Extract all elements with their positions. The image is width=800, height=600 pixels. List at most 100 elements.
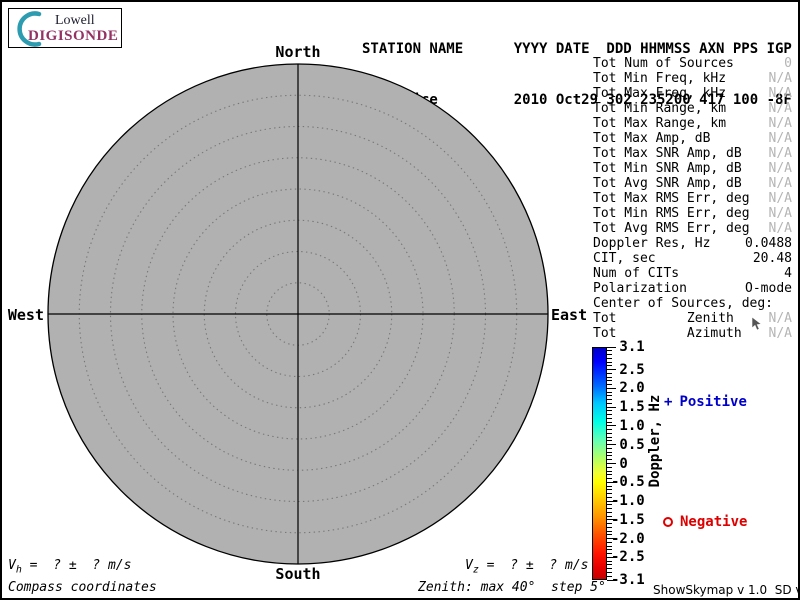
stat-row: Tot Min Freq, kHz N/A [593, 71, 792, 86]
colorbar-minor-tick [607, 451, 612, 453]
header-labels-row: STATION NAME YYYY DATE DDD HHMMSS AXN PP… [362, 41, 792, 57]
colorbar-minor-tick [607, 564, 612, 566]
stat-label: Tot Max Freq, kHz [593, 86, 727, 101]
stat-value: N/A [768, 176, 792, 191]
stat-label: Num of CITs [593, 266, 680, 281]
stat-row: Polarization O-mode [593, 281, 792, 296]
compass-label-east: East [551, 306, 588, 324]
colorbar-minor-tick [607, 436, 612, 438]
zenith-scale-note: Zenith: max 40° step 5° [418, 580, 606, 595]
colorbar-minor-tick [607, 549, 612, 551]
colorbar-minor-tick [607, 571, 612, 573]
skymap-polar-plot [47, 63, 549, 565]
colorbar-tick-label: 2.5 [611, 361, 645, 378]
stat-row: Tot Min SNR Amp, dB N/A [593, 161, 792, 176]
stat-label: Tot Avg RMS Err, deg [593, 221, 750, 236]
logo-arc-icon [17, 11, 42, 47]
colorbar-minor-tick [607, 391, 612, 393]
colorbar-minor-tick [607, 399, 612, 401]
stat-value: O-mode [745, 281, 792, 296]
stat-row: Tot Avg RMS Err, deg N/A [593, 221, 792, 236]
colorbar-major-tick [607, 463, 616, 464]
colorbar-tick-label: -1.0 [611, 493, 645, 510]
colorbar-minor-tick [607, 421, 612, 423]
colorbar-major-tick [607, 481, 616, 483]
colorbar-minor-tick [607, 496, 612, 498]
colorbar-minor-tick [607, 575, 612, 577]
colorbar-minor-tick [607, 376, 612, 378]
vz-velocity-readout: Vz = ? ± ? m/s [465, 558, 589, 576]
colorbar-minor-tick [607, 508, 612, 510]
stats-panel: Tot Num of Sources 0 Tot Min Freq, kHz N/A T… [593, 56, 792, 341]
plus-marker-icon: + [664, 394, 673, 410]
colorbar-major-tick [607, 387, 616, 389]
colorbar-minor-tick [607, 350, 612, 352]
stat-row: Doppler Res, Hz 0.0488 [593, 236, 792, 251]
stat-row: Tot Max Range, km N/A [593, 116, 792, 131]
stat-label: Tot Num of Sources [593, 56, 734, 71]
stat-row: Tot Max RMS Err, deg N/A [593, 191, 792, 206]
stat-value: N/A [768, 206, 792, 221]
stat-value: 20.48 [752, 251, 792, 266]
colorbar-tick-label: 2.0 [611, 380, 645, 397]
colorbar-tick-label: -0.5 [611, 474, 645, 491]
stat-row: Tot Zenith N/A [593, 311, 792, 326]
colorbar-tick-label: -3.1 [611, 572, 645, 588]
colorbar-minor-tick [607, 402, 612, 404]
colorbar-tick-label: -2.5 [611, 549, 645, 566]
stat-value: N/A [768, 311, 792, 326]
stat-value: 0.0488 [745, 236, 792, 251]
colorbar-minor-tick [607, 440, 612, 442]
colorbar-axis-title: Doppler, Hz [647, 394, 663, 488]
colorbar-minor-tick [607, 489, 612, 491]
colorbar-minor-tick [607, 534, 612, 536]
mouse-cursor-icon [751, 317, 763, 331]
legend-positive-label: Positive [679, 394, 747, 410]
stat-value: 4 [784, 266, 792, 281]
stat-value: N/A [768, 116, 792, 131]
stat-row: Tot Min RMS Err, deg N/A [593, 206, 792, 221]
circle-marker-icon [663, 517, 673, 527]
stat-row: Tot Num of Sources 0 [593, 56, 792, 71]
stat-value: N/A [768, 131, 792, 146]
stat-row: Tot Max Freq, kHz N/A [593, 86, 792, 101]
stat-value: N/A [768, 101, 792, 116]
colorbar-tick-label: 1.5 [611, 399, 645, 416]
stat-label: Tot Min Range, km [593, 101, 727, 116]
colorbar-tick-label: 0.5 [611, 436, 645, 453]
colorbar-major-tick [607, 519, 616, 521]
stat-row: CIT, sec 20.48 [593, 251, 792, 266]
colorbar-tick-label: 0 [611, 455, 628, 472]
stat-value: N/A [768, 221, 792, 236]
colorbar-major-tick [607, 346, 616, 348]
colorbar-tick-label: 3.1 [611, 339, 645, 355]
colorbar-minor-tick [607, 380, 612, 382]
colorbar-tick-label: 1.0 [611, 417, 645, 434]
colorbar-minor-tick [607, 530, 612, 532]
lowell-digisonde-logo: Lowell DIGISONDE [8, 8, 122, 48]
colorbar-minor-tick [607, 372, 612, 374]
stat-row: Tot Min Range, km N/A [593, 101, 792, 116]
colorbar-major-tick [607, 500, 616, 502]
stat-label: Tot Max Range, km [593, 116, 727, 131]
stat-label: Tot Min RMS Err, deg [593, 206, 750, 221]
colorbar-minor-tick [607, 357, 612, 359]
stat-label: Center of Sources, deg: [593, 296, 774, 311]
colorbar-minor-tick [607, 384, 612, 386]
stat-value: N/A [768, 86, 792, 101]
stat-label: Tot Zenith [593, 311, 734, 326]
stat-value: N/A [768, 191, 792, 206]
colorbar-minor-tick [607, 361, 612, 363]
colorbar-minor-tick [607, 485, 612, 487]
colorbar-minor-tick [607, 526, 612, 528]
stat-value: N/A [768, 161, 792, 176]
vh-velocity-readout: Vh = ? ± ? m/s [8, 558, 132, 576]
stat-value: N/A [768, 326, 792, 341]
colorbar-minor-tick [607, 478, 612, 480]
stat-value: N/A [768, 71, 792, 86]
stat-label: Doppler Res, Hz [593, 236, 711, 251]
stat-row: Center of Sources, deg: [593, 296, 792, 311]
colorbar-minor-tick [607, 553, 612, 555]
colorbar-minor-tick [607, 541, 612, 543]
